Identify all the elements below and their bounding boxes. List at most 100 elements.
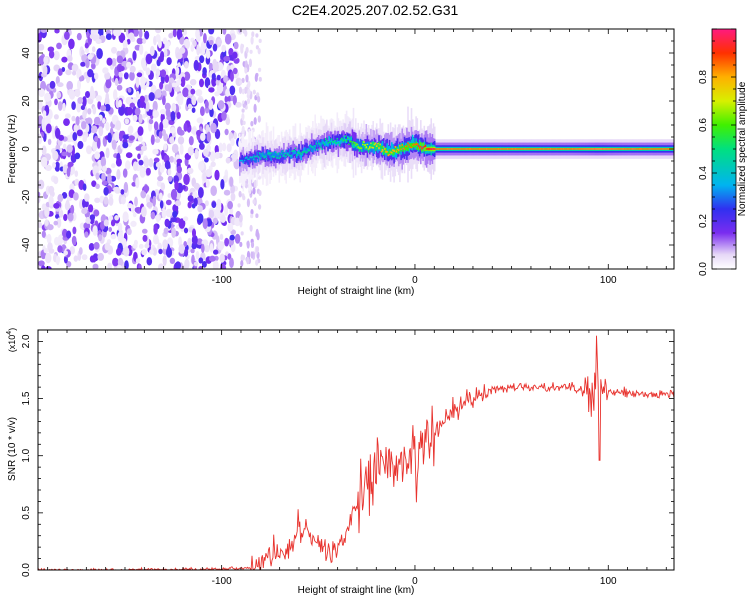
- track-cell: [395, 150, 398, 153]
- track-cell: [314, 145, 316, 152]
- noise-blob: [107, 132, 112, 143]
- noise-blob: [191, 254, 195, 265]
- noise-blob: [43, 56, 49, 64]
- noise-blob: [61, 67, 66, 72]
- noise-blob: [86, 145, 92, 155]
- noise-blob: [132, 243, 138, 249]
- noise-blob: [67, 161, 74, 167]
- noise-blob: [116, 247, 122, 256]
- noise-blob: [88, 243, 95, 251]
- track-cell: [282, 153, 284, 157]
- noise-blob: [193, 182, 200, 190]
- track-cell: [375, 145, 378, 147]
- noise-blob: [159, 109, 167, 115]
- noise-blob: [235, 101, 242, 108]
- noise-blob: [224, 237, 230, 247]
- track-cell: [358, 147, 361, 149]
- track-cell: [327, 130, 329, 150]
- noise-blob: [53, 114, 59, 120]
- noise-blob: [103, 219, 109, 227]
- noise-blob: [138, 159, 144, 166]
- track-cell: [396, 148, 399, 150]
- track-cell: [299, 152, 301, 154]
- noise-blob: [239, 80, 243, 85]
- noise-blob: [130, 204, 135, 213]
- track-cell: [569, 148, 572, 150]
- noise-blob: [111, 46, 117, 54]
- noise-blob: [93, 242, 100, 250]
- track-cell: [575, 148, 577, 150]
- track-cell: [420, 146, 422, 148]
- track-cell: [418, 139, 421, 150]
- x-tick-label: -100: [212, 576, 232, 587]
- track-cell: [640, 148, 642, 150]
- noise-blob: [58, 134, 65, 141]
- noise-blob: [92, 106, 97, 115]
- track-cell: [578, 148, 581, 150]
- noise-blob: [258, 190, 262, 196]
- track-cell: [316, 144, 319, 148]
- noise-blob: [145, 167, 151, 176]
- noise-blob: [41, 145, 47, 156]
- noise-blob: [209, 39, 214, 46]
- track-cell: [311, 148, 313, 152]
- noise-blob: [95, 172, 100, 180]
- noise-blob: [178, 236, 183, 247]
- noise-blob: [91, 46, 96, 53]
- noise-blob: [51, 125, 55, 134]
- noise-blob: [48, 50, 55, 59]
- track-cell: [645, 148, 647, 150]
- track-cell: [350, 136, 352, 141]
- noise-blob: [183, 71, 191, 81]
- noise-blob: [176, 29, 181, 40]
- noise-blob: [208, 99, 214, 111]
- noise-blob: [244, 30, 248, 37]
- track-cell: [377, 143, 379, 148]
- track-cell: [403, 148, 406, 150]
- track-cell: [426, 148, 429, 150]
- noise-blob: [142, 113, 146, 119]
- track-cell: [394, 149, 397, 158]
- track-cell: [649, 148, 652, 150]
- noise-blob: [230, 192, 236, 202]
- noise-blob: [193, 261, 199, 267]
- track-cell: [570, 148, 573, 150]
- track-cell: [505, 148, 508, 150]
- track-cell: [551, 148, 553, 150]
- noise-blob: [152, 110, 159, 118]
- noise-blob: [61, 192, 68, 199]
- noise-blob: [57, 82, 64, 88]
- noise-blob: [166, 57, 172, 66]
- track-cell: [356, 138, 358, 147]
- track-cell: [288, 148, 291, 154]
- track-cell: [534, 148, 537, 150]
- track-cell: [524, 148, 526, 150]
- track-cell: [258, 152, 261, 154]
- track-cell: [385, 147, 387, 152]
- noise-blob: [165, 247, 173, 258]
- noise-blob: [251, 31, 255, 38]
- track-cell: [428, 147, 430, 151]
- track-cell: [364, 144, 366, 146]
- noise-blob: [124, 118, 130, 125]
- noise-blob: [230, 138, 235, 147]
- track-cell: [522, 148, 524, 150]
- noise-blob: [171, 227, 177, 239]
- noise-blob: [240, 44, 245, 49]
- track-cell: [635, 148, 638, 150]
- track-cell: [411, 134, 414, 151]
- track-cell: [259, 158, 262, 160]
- track-cell: [458, 148, 460, 150]
- noise-blob: [85, 216, 91, 224]
- track-cell: [302, 148, 305, 152]
- noise-blob: [54, 29, 60, 34]
- noise-blob: [127, 125, 134, 135]
- track-cell: [299, 154, 301, 158]
- track-cell: [391, 151, 393, 154]
- track-cell: [367, 141, 370, 150]
- track-cell: [416, 143, 419, 146]
- noise-blob: [65, 69, 72, 76]
- track-cell: [571, 148, 574, 150]
- noise-blob: [196, 44, 201, 56]
